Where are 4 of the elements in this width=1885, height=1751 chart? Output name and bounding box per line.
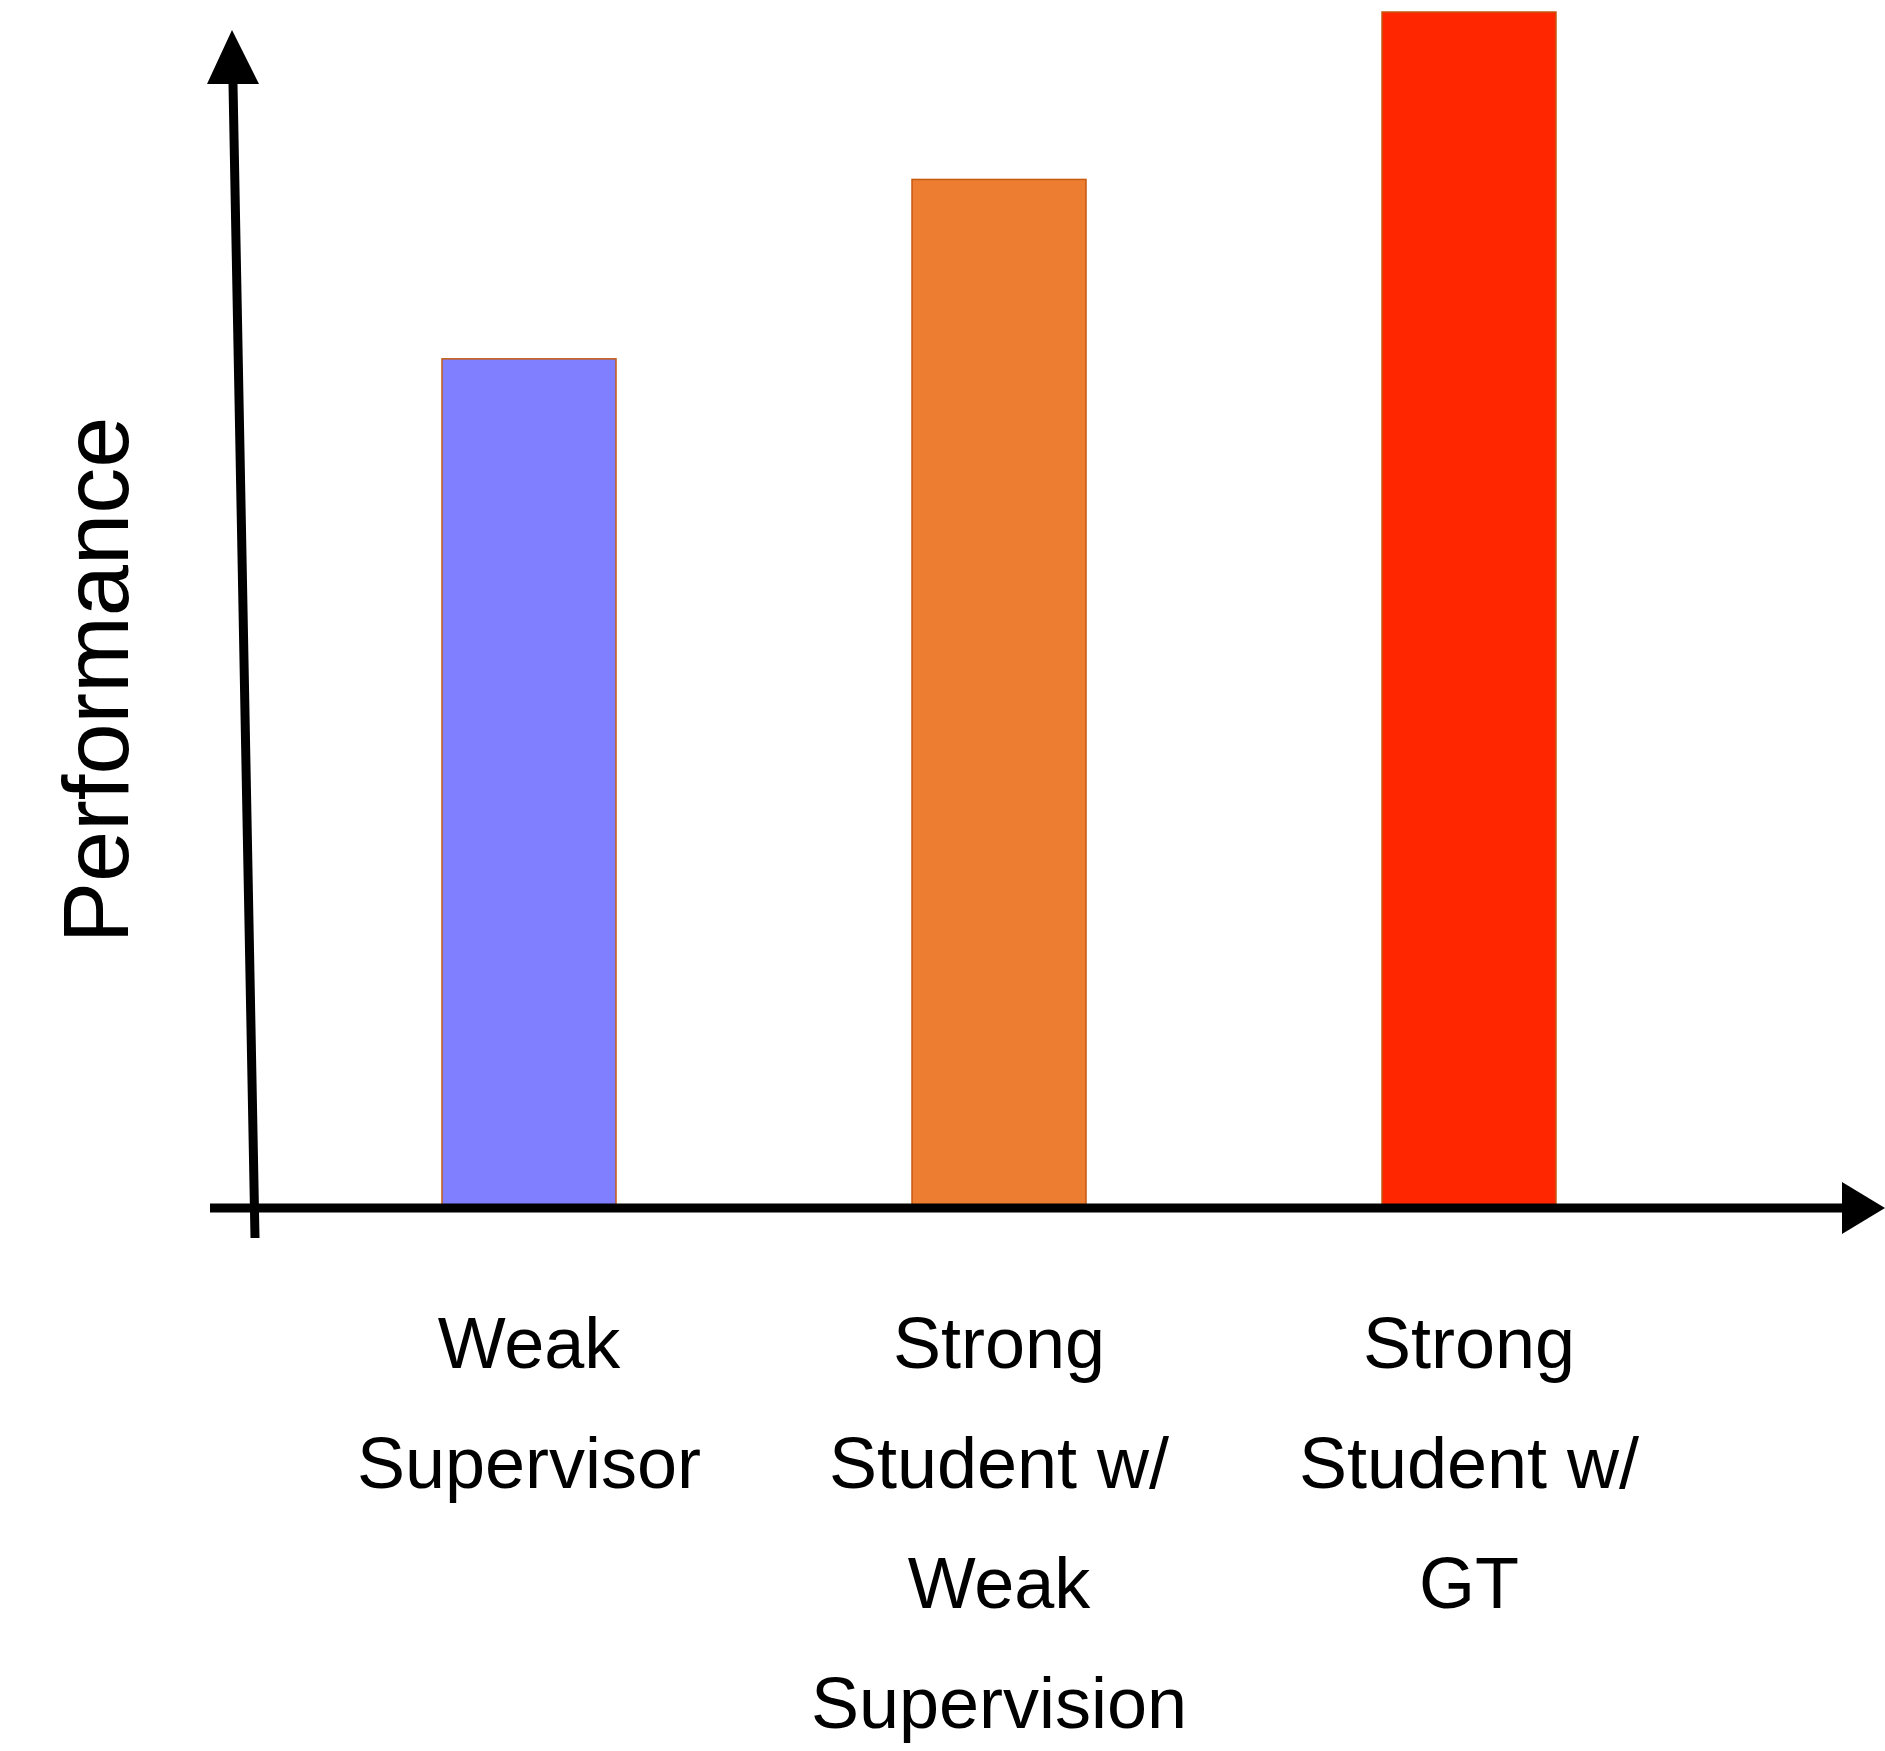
x-tick-label: Strong Student w/ Weak Supervision bbox=[810, 1303, 1188, 1743]
y-axis-title: Performance bbox=[45, 416, 147, 944]
x-tick-label: Weak Supervisor bbox=[356, 1303, 702, 1503]
x-tick-label: Strong Student w/ GT bbox=[1298, 1303, 1640, 1623]
